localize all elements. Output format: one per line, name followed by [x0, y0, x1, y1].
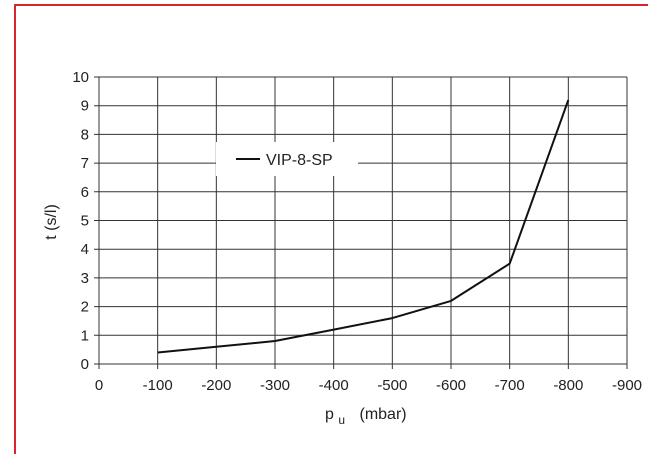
x-axis-label-subscript: u	[338, 413, 345, 427]
x-tick-label: -800	[553, 377, 583, 394]
y-tick-label: 3	[81, 270, 89, 287]
y-tick-label: 6	[81, 184, 89, 201]
x-tick-label: -300	[260, 377, 290, 394]
x-tick-label: -200	[201, 377, 231, 394]
y-tick-label: 10	[72, 69, 89, 86]
y-tick-label: 0	[81, 356, 89, 373]
series-lines	[157, 99, 570, 354]
legend: VIP-8-SP	[216, 142, 358, 176]
y-tick-label: 2	[81, 299, 89, 316]
y-tick-labels: 0 1 2 3 4 5 6 7 8 9 10	[72, 69, 89, 373]
y-tick-label: 4	[81, 241, 89, 258]
y-tick-label: 7	[81, 155, 89, 172]
y-tick-label: 8	[81, 126, 89, 143]
x-axis-label-main: p	[325, 406, 334, 423]
x-tick-label: -400	[319, 377, 349, 394]
x-tick-label: -500	[377, 377, 407, 394]
y-axis-label: t (s/l)	[43, 204, 60, 240]
legend-label: VIP-8-SP	[266, 152, 333, 169]
y-tick-label: 5	[81, 213, 89, 230]
y-tick-label: 9	[81, 98, 89, 115]
y-tick-label: 1	[81, 327, 89, 344]
series-line	[157, 99, 570, 354]
x-axis-label: p u (mbar)	[325, 406, 407, 428]
x-tick-label: -700	[495, 377, 525, 394]
grid	[94, 76, 628, 369]
x-tick-labels: 0 -100 -200 -300 -400 -500 -600 -700 -800 -900	[95, 377, 642, 394]
x-tick-label: -600	[436, 377, 466, 394]
x-tick-label: -100	[143, 377, 173, 394]
x-tick-label: 0	[95, 377, 103, 394]
x-axis-label-unit: (mbar)	[360, 406, 407, 423]
x-tick-label: -900	[612, 377, 642, 394]
